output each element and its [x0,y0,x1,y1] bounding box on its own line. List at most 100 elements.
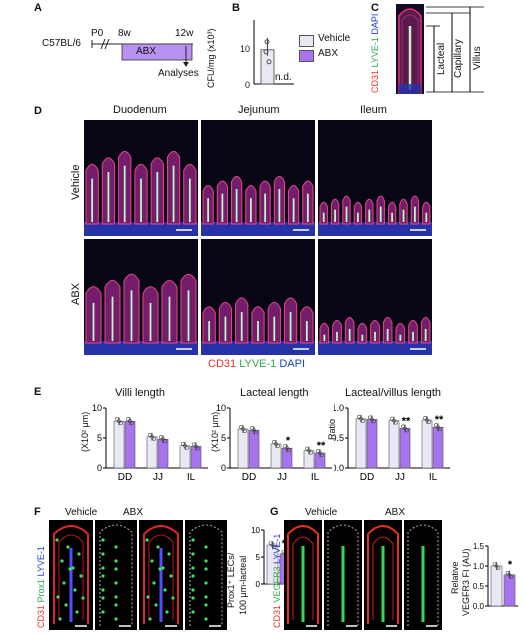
villus [395,322,406,344]
e-point [434,423,438,428]
e-point [183,443,187,448]
crypt-region [84,341,198,355]
e-bar-vehicle [388,420,400,469]
stain-dapi-label: DAPI [370,13,380,35]
prox1-nucleus [62,581,66,585]
f-image-abx-merge [139,520,183,630]
panel-b-tick-0: 0 [245,80,251,90]
f-image-abx-prox1 [185,520,227,630]
prox1-nucleus [161,566,165,570]
prox1-nucleus [191,566,195,570]
e-x-tick-label: IL [311,472,320,483]
prox1-nucleus [114,595,118,599]
legend-abx: ABX [318,48,339,59]
panel-label-c: C [371,2,379,14]
micrograph-background [84,239,198,355]
e-point [254,430,258,435]
e-point [307,448,311,453]
e-y-tick-label: 0.5 [334,433,344,443]
panel-b-tick-10: 10 [240,44,251,54]
prox1-nucleus [204,603,208,607]
p0-label: P0 [91,28,104,39]
e-point [274,442,278,446]
villus [319,322,330,344]
s-point [270,543,275,547]
f-stain-lyve1: LYVE-1 [36,546,46,577]
prox1-nucleus [71,566,75,570]
f-ylabel-1: Prox1⁺ LECs/ [226,552,236,608]
e-y-tick-label: 0.0 [334,463,344,473]
e-point [390,416,394,421]
panel-label-b: B [232,2,240,14]
prox1-nucleus [75,610,79,614]
f-abx-label: ABX [123,507,144,518]
e-point [241,427,245,431]
e-point [368,415,372,420]
prox1-nucleus [204,617,208,621]
prox1-nucleus [145,538,149,542]
crypt-region [318,222,432,236]
prox1-nucleus [66,545,70,549]
e-point [401,424,405,429]
d-stain-lyve1: LYVE-1 [239,358,277,370]
e-point [392,418,396,423]
s-y-tick-label: 10 [251,526,260,535]
e-bar-abx [432,426,444,469]
stain-cd31-label: CD31 [370,69,380,93]
s-bar-vehicle [490,565,503,607]
e-point [163,439,167,444]
prox1-nucleus [77,552,81,556]
prox1-nucleus [165,610,169,614]
e-significance-mark: ** [402,415,411,427]
villus [332,319,342,344]
abx-treatment-bar [121,43,193,61]
image-duodenum-abx [84,239,198,355]
prox1-nucleus [114,603,118,607]
s-point [268,541,273,545]
e-point [128,419,132,424]
villus-outline [143,525,179,624]
e-x-tick-label: IL [429,472,438,483]
capillary-network [372,536,394,620]
e-point [252,428,256,433]
col-jejunum: Jejunum [238,104,280,116]
prox1-nucleus [114,617,118,621]
panel-label-d: D [34,105,42,117]
s-y-tick-label: 0.5 [473,582,485,591]
legend-swatch-abx [299,50,314,62]
e-x-tick-label: JJ [153,472,163,483]
prox1-nucleus [114,567,118,571]
e-bar-vehicle [113,420,125,469]
e-point [427,420,431,424]
g-stain-vegfr3: VEGFR3 [272,566,282,603]
e-bar-vehicle [146,436,158,469]
col-duodenum: Duodenum [113,104,167,116]
prox1-nucleus [191,588,195,592]
row-vehicle: Vehicle [70,164,82,200]
e-point [436,425,440,430]
panel-c-stain-labels: CD31 LYVE-1 DAPI [370,14,380,93]
prox1-nucleus [114,581,118,585]
e-x-tick-label: DD [118,472,132,483]
e-point [361,418,365,423]
capillary-network [148,534,174,620]
e-point [423,416,427,420]
d-stain-cd31: CD31 [208,358,237,370]
capillary-network [58,534,84,620]
panel-d-stain-legend: CD31 LYVE-1 DAPI [208,358,305,370]
prox1-nucleus [101,588,105,592]
image-ileum-vehicle [318,120,432,236]
e-bar-vehicle [421,419,433,469]
legend-vehicle: Vehicle [318,33,351,44]
villus-outline [53,525,89,624]
s-y-tick-label: 5 [256,553,261,562]
prox1-nucleus [204,545,208,549]
not-detected-label: n.d. [275,72,292,83]
e-bar-abx [157,438,169,469]
end-week-label: 12w [175,28,194,39]
g-image-vehicle-vegfr3 [324,520,362,630]
prox1-nucleus [158,567,162,571]
e-point [357,414,361,419]
capillary-network [292,536,314,620]
